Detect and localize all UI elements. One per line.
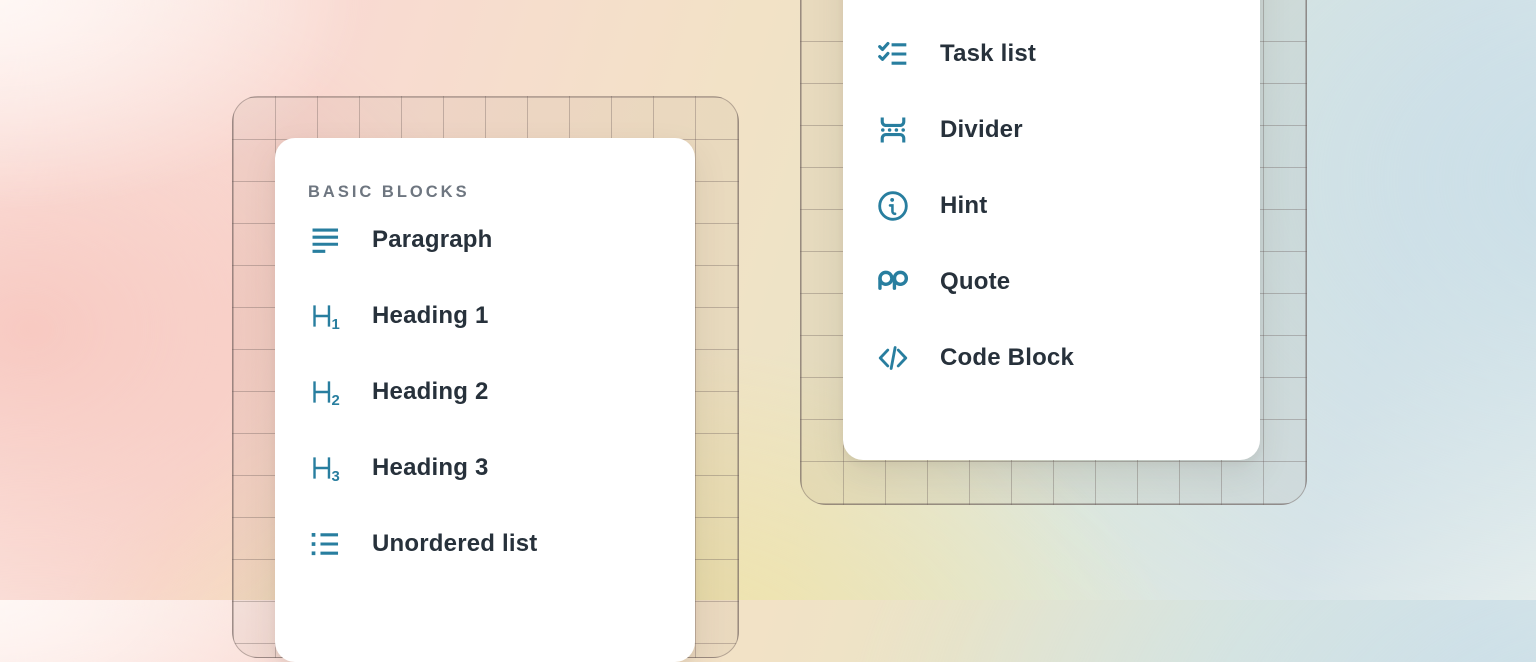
unordered-list-icon [311, 533, 339, 556]
divider-icon [880, 117, 906, 143]
menu-item-label: Divider [940, 116, 1023, 143]
menu-item-unordered-list[interactable]: Unordered list [275, 506, 695, 582]
hint-icon [878, 191, 908, 221]
heading-1-icon: 1 [313, 305, 340, 333]
svg-text:1: 1 [332, 317, 340, 333]
task-list-icon [878, 41, 907, 65]
code-block-icon [878, 346, 908, 370]
menu-item-label: Task list [940, 40, 1037, 67]
heading-3-icon: 3 [313, 457, 340, 485]
menu-item-label: Heading 2 [372, 378, 489, 405]
heading-2-icon: 2 [313, 381, 340, 409]
menu-item-paragraph[interactable]: Paragraph [275, 202, 695, 278]
menu-item-hint[interactable]: Hint [843, 168, 1260, 244]
menu-item-heading-2[interactable]: 2 Heading 2 [275, 354, 695, 430]
right-menu-card: 1 2 Ordered list Task list Divider [843, 0, 1260, 460]
menu-item-label: Code Block [940, 344, 1075, 371]
menu-item-heading-1[interactable]: 1 Heading 1 [275, 278, 695, 354]
svg-text:3: 3 [332, 469, 340, 485]
svg-text:2: 2 [332, 393, 340, 409]
menu-item-code-block[interactable]: Code Block [843, 320, 1260, 396]
paragraph-icon [312, 228, 339, 253]
menu-item-label: Heading 1 [372, 302, 489, 329]
menu-item-heading-3[interactable]: 3 Heading 3 [275, 430, 695, 506]
left-menu-card: BASIC BLOCKS Paragraph 1 Heading 1 2 Hea… [275, 138, 695, 662]
menu-item-label: Paragraph [372, 226, 493, 253]
section-title: BASIC BLOCKS [308, 183, 470, 201]
menu-item-divider[interactable]: Divider [843, 92, 1260, 168]
quote-icon [878, 270, 909, 290]
menu-item-label: Unordered list [372, 530, 538, 557]
blocks-list: 1 2 Ordered list Task list Divider [843, 0, 1260, 396]
menu-item-ordered-list[interactable]: 1 2 Ordered list [843, 0, 1260, 16]
menu-item-label: Heading 3 [372, 454, 489, 481]
menu-item-label: Hint [940, 192, 988, 219]
menu-item-task-list[interactable]: Task list [843, 16, 1260, 92]
basic-blocks-list: Paragraph 1 Heading 1 2 Heading 2 3 Head… [275, 202, 695, 582]
menu-item-label: Quote [940, 268, 1011, 295]
menu-item-quote[interactable]: Quote [843, 244, 1260, 320]
